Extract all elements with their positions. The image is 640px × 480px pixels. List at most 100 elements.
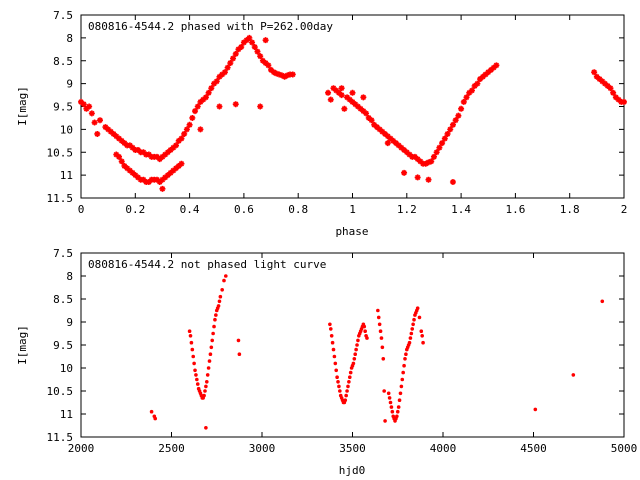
y-tick-label: 10 — [60, 362, 73, 375]
data-point — [265, 62, 272, 69]
data-point — [408, 336, 413, 340]
data-point — [407, 340, 412, 345]
data-point — [425, 159, 432, 166]
data-point — [362, 324, 367, 329]
data-point — [621, 98, 627, 105]
data-point — [356, 338, 360, 343]
data-point — [159, 176, 166, 183]
data-point — [246, 34, 253, 41]
data-point — [376, 308, 380, 313]
y-tick-label: 10 — [60, 123, 73, 136]
data-point — [401, 370, 405, 375]
data-point — [189, 340, 194, 345]
data-point — [86, 103, 93, 110]
data-point — [363, 329, 367, 334]
data-point — [281, 73, 288, 80]
data-point — [571, 373, 576, 377]
data-point — [411, 322, 415, 327]
data-point — [458, 105, 465, 112]
data-point — [243, 37, 250, 44]
chart-title-not-phased: 080816-4544.2 not phased light curve — [88, 258, 326, 271]
data-point — [383, 419, 387, 423]
data-point — [236, 338, 241, 343]
data-point — [118, 137, 125, 144]
x-tick-label: 1 — [349, 203, 356, 216]
data-point — [175, 162, 182, 169]
data-point — [354, 103, 361, 110]
data-point — [344, 94, 351, 101]
data-point — [230, 55, 237, 62]
data-point — [474, 80, 481, 87]
data-point — [345, 389, 349, 393]
data-point — [195, 377, 199, 382]
data-point — [347, 380, 351, 384]
y-tick-label: 10.5 — [47, 146, 74, 159]
data-point — [220, 288, 224, 292]
data-point — [153, 416, 158, 421]
data-point — [211, 80, 218, 87]
data-point — [83, 105, 90, 112]
x-tick-label: 0.8 — [288, 203, 308, 216]
data-point — [217, 299, 222, 304]
data-point — [425, 176, 432, 183]
data-point — [208, 85, 215, 92]
data-point — [97, 117, 104, 124]
y-tick-label: 8.5 — [53, 55, 73, 68]
data-point — [401, 146, 408, 153]
data-point — [121, 162, 128, 169]
chart-not-phased: 080816-4544.2 not phased light curve hjd… — [16, 247, 637, 477]
data-point — [254, 48, 261, 55]
data-point — [238, 44, 245, 51]
data-point — [600, 299, 605, 304]
data-point — [332, 354, 337, 359]
data-point — [156, 156, 163, 163]
data-point — [381, 357, 386, 361]
data-point — [276, 71, 283, 78]
data-point — [207, 359, 212, 363]
data-point — [601, 80, 608, 87]
y-axis-label-not-phased: I[mag] — [16, 325, 29, 365]
data-point — [105, 126, 112, 133]
data-point — [354, 347, 358, 352]
data-point — [188, 334, 193, 338]
data-point — [397, 398, 402, 403]
data-point — [591, 69, 598, 76]
data-point — [337, 384, 341, 389]
data-point — [360, 108, 367, 115]
data-point — [395, 409, 400, 414]
x-axis-label-not-phased: hjd0 — [339, 464, 366, 477]
data-point — [379, 336, 384, 340]
data-point — [404, 352, 408, 357]
data-point — [468, 87, 475, 94]
data-point — [193, 368, 197, 373]
data-point — [604, 82, 611, 89]
data-point — [343, 398, 348, 403]
data-point — [395, 142, 402, 149]
data-point — [284, 72, 291, 79]
data-point — [197, 126, 204, 133]
data-point — [209, 345, 214, 350]
data-point — [596, 76, 603, 83]
data-point — [164, 172, 171, 179]
data-point — [129, 144, 136, 151]
x-tick-label: 4000 — [430, 442, 457, 455]
data-point — [403, 149, 410, 156]
data-point — [441, 135, 448, 142]
data-point — [335, 375, 339, 380]
data-point — [214, 313, 218, 317]
data-point — [325, 89, 332, 96]
data-point — [363, 110, 370, 117]
data-point — [615, 96, 622, 103]
data-point — [191, 354, 196, 359]
data-point — [204, 384, 208, 389]
data-point — [135, 174, 142, 181]
data-point — [378, 329, 383, 334]
x-tick-label: 0 — [78, 203, 85, 216]
data-point — [167, 169, 174, 176]
data-point — [477, 76, 484, 83]
data-point — [390, 409, 395, 414]
data-point — [224, 64, 231, 71]
data-point — [167, 146, 174, 153]
data-point — [212, 324, 216, 329]
data-point — [224, 274, 228, 278]
